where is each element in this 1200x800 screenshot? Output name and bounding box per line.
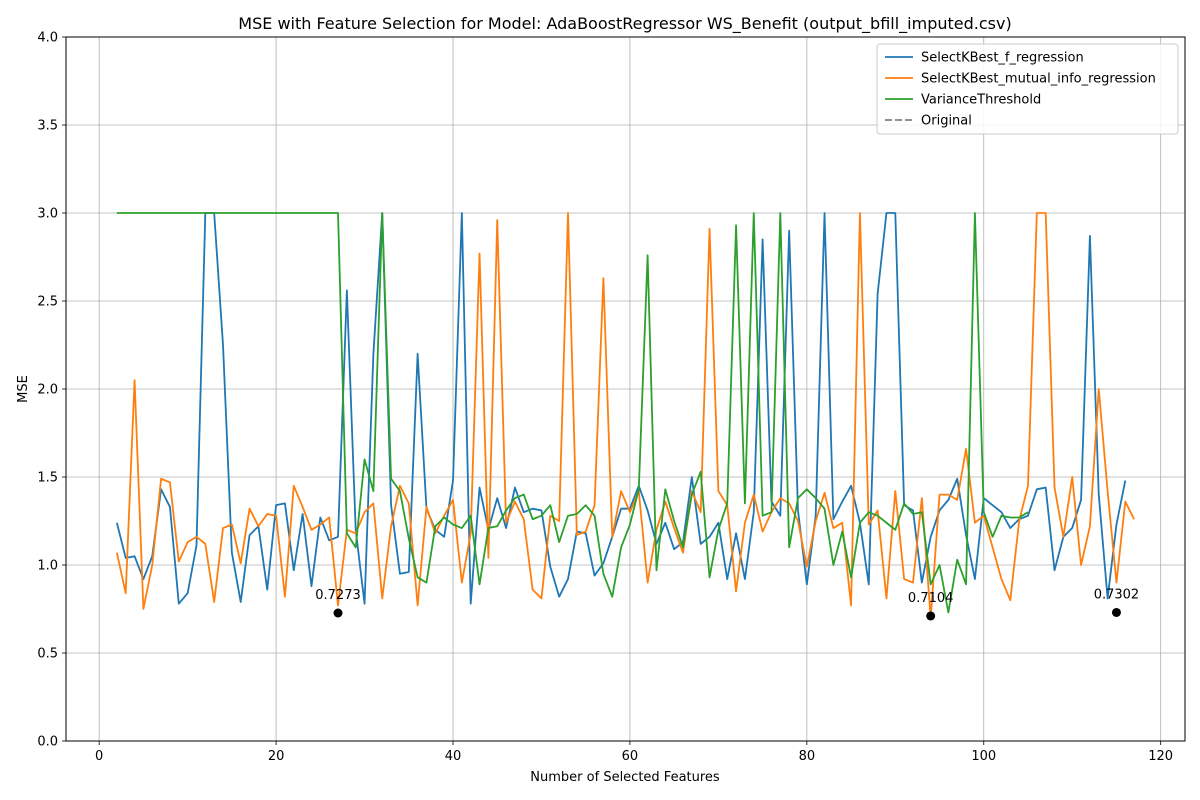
x-axis-ticks: 0 20 40 60 80 100 120: [95, 741, 1173, 764]
y-tick-label: 4.0: [37, 31, 58, 46]
grid-lines: [66, 36, 1185, 742]
series-lines: [115, 212, 1135, 619]
annotation-label: 0.7273: [315, 588, 361, 603]
annotation-marker: [1111, 607, 1121, 617]
x-tick-label: 80: [799, 749, 816, 764]
annotation-marker: [926, 611, 936, 621]
annotation-marker: [333, 608, 343, 618]
legend-label: SelectKBest_mutual_info_regression: [921, 72, 1156, 87]
y-tick-label: 1.5: [37, 471, 58, 486]
legend: SelectKBest_f_regression SelectKBest_mutu…: [876, 43, 1179, 135]
y-tick-label: 2.0: [37, 383, 58, 398]
x-tick-label: 120: [1148, 749, 1173, 764]
x-tick-label: 40: [445, 749, 462, 764]
legend-label: Original: [921, 114, 972, 129]
y-tick-label: 3.0: [37, 207, 58, 222]
legend-label: SelectKBest_f_regression: [921, 51, 1084, 66]
x-tick-label: 60: [622, 749, 639, 764]
x-tick-label: 20: [268, 749, 285, 764]
legend-box: [876, 43, 1179, 135]
annotation-label: 0.7302: [1094, 587, 1140, 602]
y-tick-label: 1.0: [37, 559, 58, 574]
y-axis-title: MSE: [16, 375, 31, 403]
x-tick-label: 0: [95, 749, 103, 764]
annotations: 0.7273 0.7104 0.7302: [315, 587, 1140, 621]
series-line-SelectKBest_f_regression: [115, 212, 1127, 605]
y-tick-label: 3.5: [37, 119, 58, 134]
y-tick-label: 0.0: [37, 735, 58, 750]
x-tick-label: 100: [971, 749, 996, 764]
y-axis-ticks: 0.0 0.5 1.0 1.5 2.0 2.5 3.0 3.5 4.0: [37, 31, 66, 750]
series-line-VarianceThreshold: [116, 212, 1029, 614]
legend-label: VarianceThreshold: [921, 93, 1041, 108]
x-axis-title: Number of Selected Features: [530, 770, 720, 785]
annotation-label: 0.7104: [908, 591, 954, 606]
series-line-SelectKBest_mutual_info_regression: [115, 212, 1135, 619]
y-tick-label: 0.5: [37, 647, 58, 662]
y-tick-label: 2.5: [37, 295, 58, 310]
chart-title: MSE with Feature Selection for Model: Ad…: [238, 14, 1011, 34]
